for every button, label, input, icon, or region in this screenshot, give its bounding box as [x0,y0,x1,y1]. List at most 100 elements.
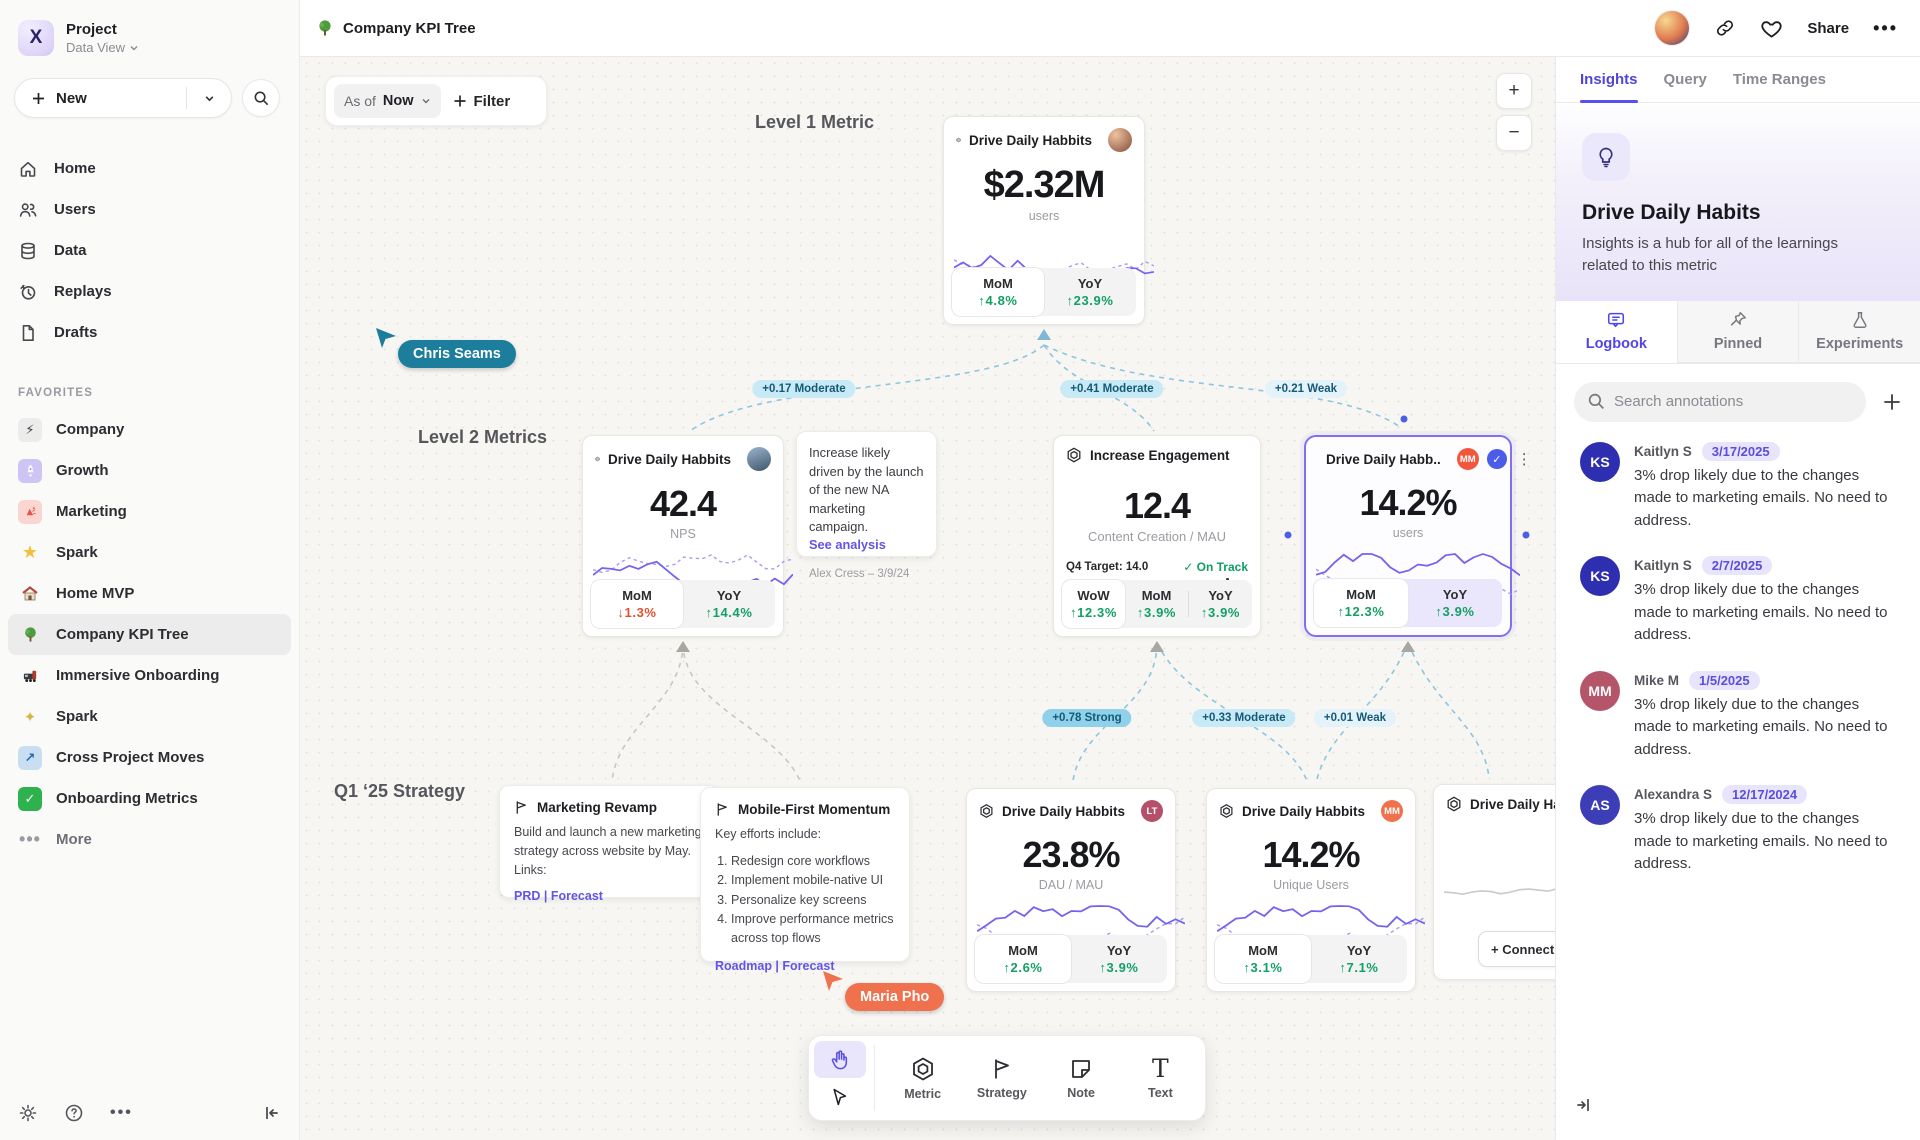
strategy-note-marketing-revamp[interactable]: Marketing Revamp Build and launch a new … [499,785,720,903]
collapse-panel-icon[interactable] [1574,1095,1594,1115]
mom-chip[interactable]: MoM ↓1.3% [591,580,683,628]
mom-chip[interactable]: MoM ↑2.6% [975,935,1071,983]
tab-insights[interactable]: Insights [1580,57,1638,103]
sparkles-icon: ✦ [23,708,37,726]
select-tool-button[interactable] [814,1078,866,1115]
copy-link-icon[interactable] [1714,17,1736,39]
sidebar-item-onboarding-metrics[interactable]: ✓ Onboarding Metrics [8,778,291,819]
zoom-in-button[interactable]: + [1496,73,1532,109]
kpi-canvas[interactable]: As of Now Filter + − Level 1 Metric Leve… [300,57,1555,1140]
connect-button[interactable]: + Connect [1478,931,1555,967]
strategy-tool-button[interactable]: Strategy [962,1041,1041,1115]
yoy-chip[interactable]: YoY ↑7.1% [1339,943,1379,975]
tree-icon [18,623,42,647]
sidebar-item-data[interactable]: Data [0,230,299,271]
hand-tool-button[interactable] [814,1041,866,1078]
sidebar-item-company[interactable]: ⚡ Company [8,409,291,450]
edge-label: +0.78 Strong [1042,709,1132,727]
sidebar-item-replays[interactable]: Replays [0,271,299,312]
more-options-icon[interactable]: ••• [110,1104,133,1121]
sidebar-item-more[interactable]: ••• More [8,819,291,860]
mom-chip[interactable]: MoM ↑3.1% [1215,935,1311,983]
subtab-logbook[interactable]: Logbook [1556,300,1677,363]
annotation-note[interactable]: Increase likely driven by the launch of … [796,431,937,580]
annotation-search-input[interactable] [1574,381,1866,422]
text-tool-button[interactable]: T Text [1147,1054,1173,1100]
lightbulb-icon [1582,133,1630,181]
sidebar-item-company-kpi-tree[interactable]: Company KPI Tree [8,614,291,655]
subtab-experiments[interactable]: Experiments [1798,300,1920,363]
share-button[interactable]: Share [1807,19,1850,37]
sidebar-item-drafts[interactable]: Drafts [0,312,299,353]
annotation-item[interactable]: MM Mike M 1/5/2025 3% drop likely due to… [1580,670,1896,762]
gear-icon[interactable] [18,1103,38,1123]
metric-card-drive-daily-habbits-unique-users[interactable]: Drive Daily Habbits MM 14.2% Unique User… [1206,788,1425,992]
sidebar-item-home[interactable]: Home [0,148,299,189]
favorites-title: FAVORITES [18,387,94,399]
see-analysis-link[interactable]: See analysis [809,536,886,552]
tab-time-ranges[interactable]: Time Ranges [1732,71,1826,88]
tab-query[interactable]: Query [1663,71,1707,88]
metric-unit: Content Creation / MAU [1087,529,1226,544]
sidebar-item-spark[interactable]: ★ Spark [8,532,291,573]
metric-card-drive-daily-habbits-nps[interactable]: Drive Daily Habbits 42.4 NPS MoM ↓1.3% Y… [582,435,793,637]
note-tool-button[interactable]: Note [1042,1041,1121,1115]
confetti-icon [18,499,42,524]
project-view[interactable]: Data View [66,40,139,55]
sidebar-item-growth[interactable]: Growth [8,450,291,491]
strategy-links[interactable]: Roadmap | Forecast [715,958,835,973]
annotation-date[interactable]: 12/17/2024 [1722,785,1808,804]
sidebar-item-immersive-onboarding[interactable]: Immersive Onboarding [8,655,291,696]
new-button[interactable]: New [14,78,232,118]
users-icon [19,202,37,217]
home-icon [20,161,36,177]
sidebar-item-marketing[interactable]: Marketing [8,491,291,532]
collaborator-badge: MM [1456,448,1479,470]
strategy-links[interactable]: PRD | Forecast [514,889,603,904]
search-button[interactable] [242,79,280,117]
metric-card-partial[interactable]: Drive Daily Habbits + Connect [1433,784,1555,980]
user-avatar[interactable] [1654,10,1691,46]
new-dropdown-button[interactable] [187,93,231,104]
sidebar-item-users[interactable]: Users [0,189,299,230]
metric-tool-button[interactable]: Metric [883,1041,962,1115]
metric-card-drive-daily-habbits-l1[interactable]: Drive Daily Habbits $2.32M users MoM ↑4.… [943,116,1154,325]
card-menu-icon[interactable]: ⋮ [1516,451,1532,468]
collapse-sidebar-icon[interactable] [261,1103,281,1123]
mom-chip[interactable]: MoM ↑12.3% [1314,579,1408,627]
favorite-heart-icon[interactable] [1760,17,1783,40]
wow-chip[interactable]: WoW ↑12.3% [1062,580,1125,628]
annotation-item[interactable]: KS Kaitlyn S 3/17/2025 3% drop likely du… [1580,441,1896,533]
mom-chip[interactable]: MoM ↑3.9% [1136,588,1177,620]
annotation-date[interactable]: 1/5/2025 [1689,670,1760,690]
insights-panel: Insights Query Time Ranges Drive Daily H… [1555,57,1920,1140]
strategy-note-mobile-first-momentum[interactable]: Mobile-First Momentum Key efforts includ… [700,787,910,973]
asof-dropdown[interactable]: As of Now [334,84,441,118]
annotation-date[interactable]: 2/7/2025 [1701,556,1773,575]
sidebar-item-home-mvp[interactable]: Home MVP [8,573,291,614]
help-icon[interactable] [64,1103,84,1123]
annotation-item[interactable]: AS Alexandra S 12/17/2024 3% drop likely… [1580,785,1896,876]
add-annotation-icon[interactable] [1882,392,1902,412]
zoom-out-button[interactable]: − [1496,115,1532,151]
yoy-chip[interactable]: YoY ↑23.9% [1066,276,1114,308]
rocket-icon [18,458,42,483]
annotation-item[interactable]: KS Kaitlyn S 2/7/2025 3% drop likely due… [1580,556,1896,647]
yoy-chip[interactable]: YoY ↑3.9% [1099,943,1139,975]
metric-card-drive-daily-habbits-selected[interactable]: Drive Daily Habb.. MM ✓ ⋮ 14.2% users Mo… [1304,435,1532,637]
project-switcher[interactable]: X Project Data View [0,0,299,64]
sidebar-item-cross-project-moves[interactable]: ↗ Cross Project Moves [8,737,291,778]
yoy-chip[interactable]: YoY ↑14.4% [705,588,753,620]
strategy-body: Build and launch a new marketing strateg… [514,825,702,877]
mom-chip[interactable]: MoM ↑4.8% [952,268,1044,316]
sidebar-item-spark-2[interactable]: ✦ Spark [8,696,291,737]
annotation-date[interactable]: 3/17/2025 [1701,441,1780,461]
more-menu-icon[interactable]: ••• [1873,17,1898,38]
add-filter-button[interactable]: Filter [453,93,510,110]
yoy-chip[interactable]: YoY ↑3.9% [1200,588,1241,620]
yoy-chip[interactable]: YoY ↑3.9% [1435,587,1475,619]
metric-card-drive-daily-habbits-dau-mau[interactable]: Drive Daily Habbits LT 23.8% DAU / MAU M… [966,788,1185,992]
subtab-pinned[interactable]: Pinned [1676,300,1799,363]
chevron-down-icon [205,95,213,101]
metric-card-increase-engagement[interactable]: Increase Engagement 12.4 Content Creatio… [1053,435,1261,637]
